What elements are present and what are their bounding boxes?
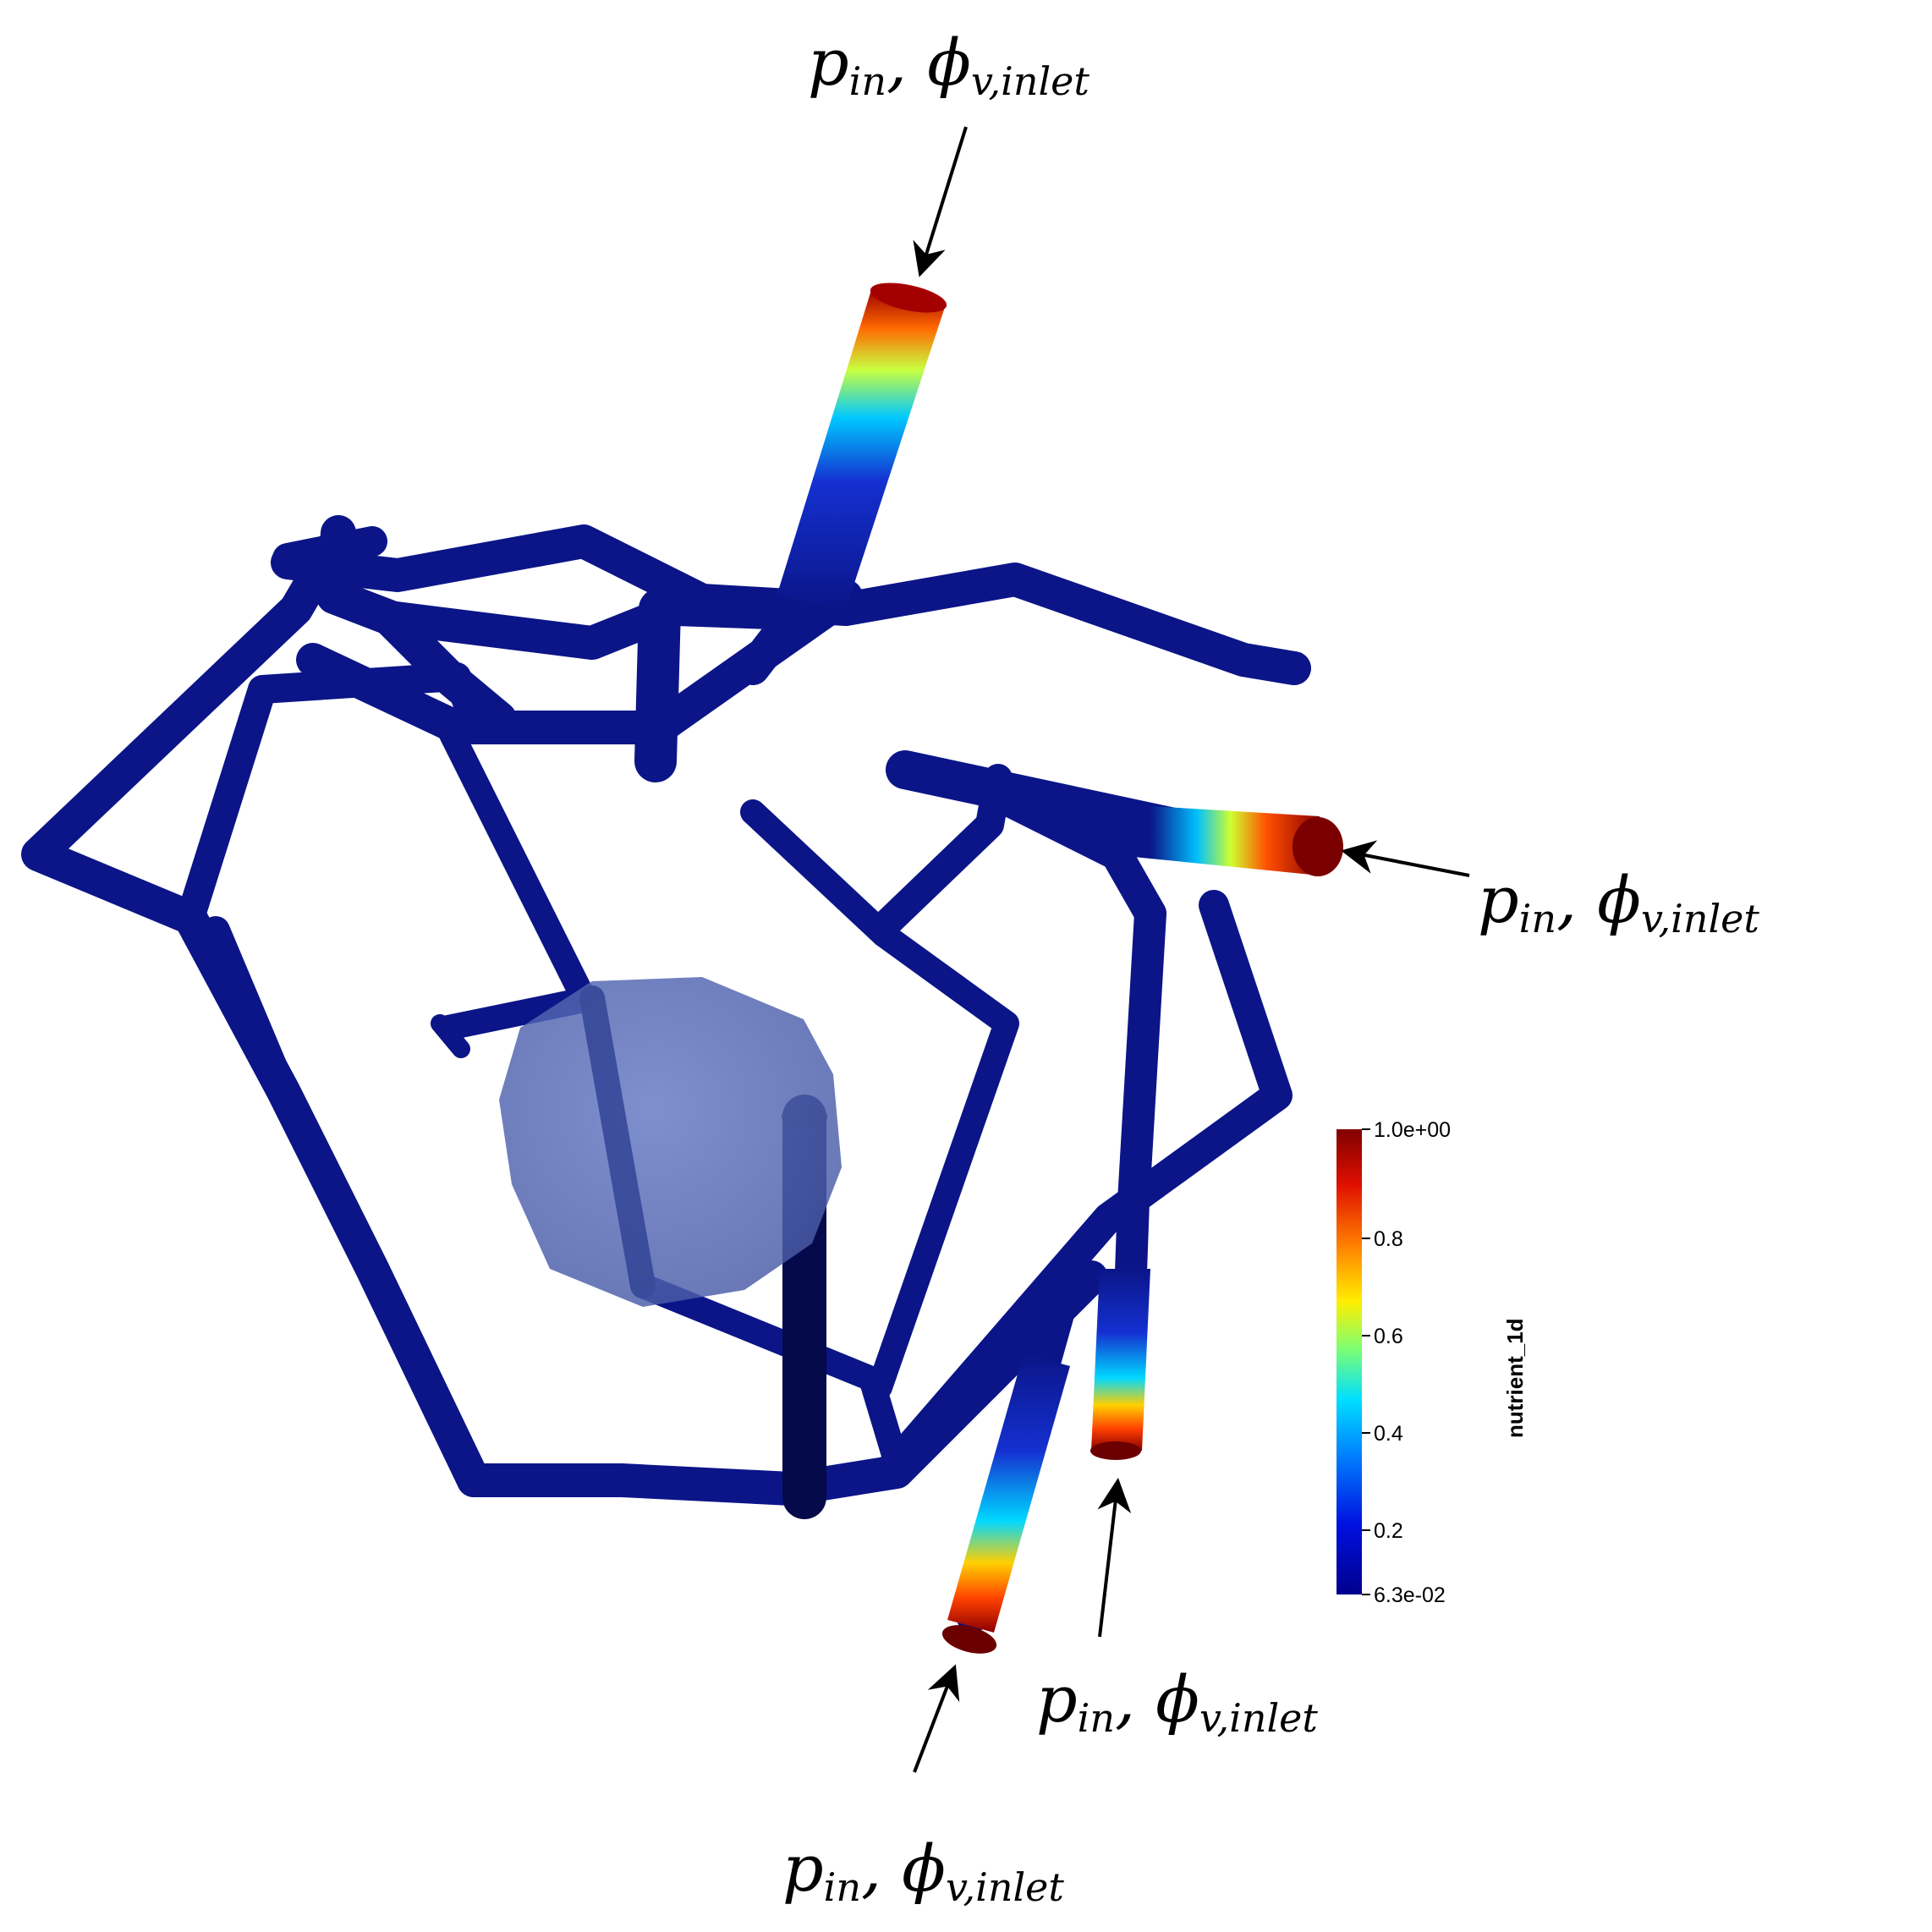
label-top: pin, ϕv,inlet [808,25,1089,104]
inlet-vessel-right [1108,804,1320,875]
colorbar-max-label: 1.0e+00 [1374,1118,1451,1142]
arrow-bottom-right [1097,1478,1132,1638]
annotation-arrows [913,126,1470,1773]
colorbar-ticks [1362,1128,1370,1595]
vessel-segment [740,799,1019,1400]
colorbar-gradient-bar [1336,1129,1362,1594]
colorbar: 1.0e+00 0.8 0.6 0.4 0.2 6.3e-02 nutrient… [1336,1118,1528,1607]
vessel-segment [873,890,1293,1487]
inlet-vessels [777,283,1343,1654]
colorbar-min-label: 6.3e-02 [1374,1583,1446,1607]
vessel-segment [634,588,681,782]
vessel-segment [431,1014,470,1058]
vessel-network [21,515,1311,1633]
inlet-vessel-top [777,290,946,609]
inlet-vessel-bottom-right [1091,1269,1150,1451]
inlet-cap-top [870,283,947,313]
annotation-labels: pin, ϕv,inlet pin, ϕv,inlet pin, ϕv,inlet p… [782,25,1759,1910]
arrow-bottom-left [913,1664,960,1773]
colorbar-tick-label: 0.8 [1374,1227,1403,1251]
label-bottom-right: pin, ϕv,inlet [1036,1661,1318,1741]
inlet-cap-bottom-right [1090,1441,1141,1460]
vessel-segment [436,715,596,1011]
tumor-sphere [499,977,842,1307]
colorbar-tick-label: 0.4 [1374,1422,1403,1446]
arrow-top [913,126,968,277]
arrow-right [1341,840,1470,877]
inlet-vessel-bottom-left [947,1353,1070,1633]
vessel-segment [296,579,863,744]
label-right: pin, ϕv,inlet [1478,862,1759,941]
label-bottom-left: pin, ϕv,inlet [782,1830,1064,1910]
tumor-body [499,977,842,1307]
colorbar-title: nutrient_1d [1502,1318,1528,1438]
inlet-cap-right [1293,817,1343,876]
vessel-segment [201,916,298,1106]
colorbar-tick-label: 0.2 [1374,1519,1403,1543]
colorbar-tick-label: 0.6 [1374,1325,1403,1348]
vessel-inside-tumor [579,985,656,1298]
inlet-cap-bottom-left [941,1625,997,1654]
